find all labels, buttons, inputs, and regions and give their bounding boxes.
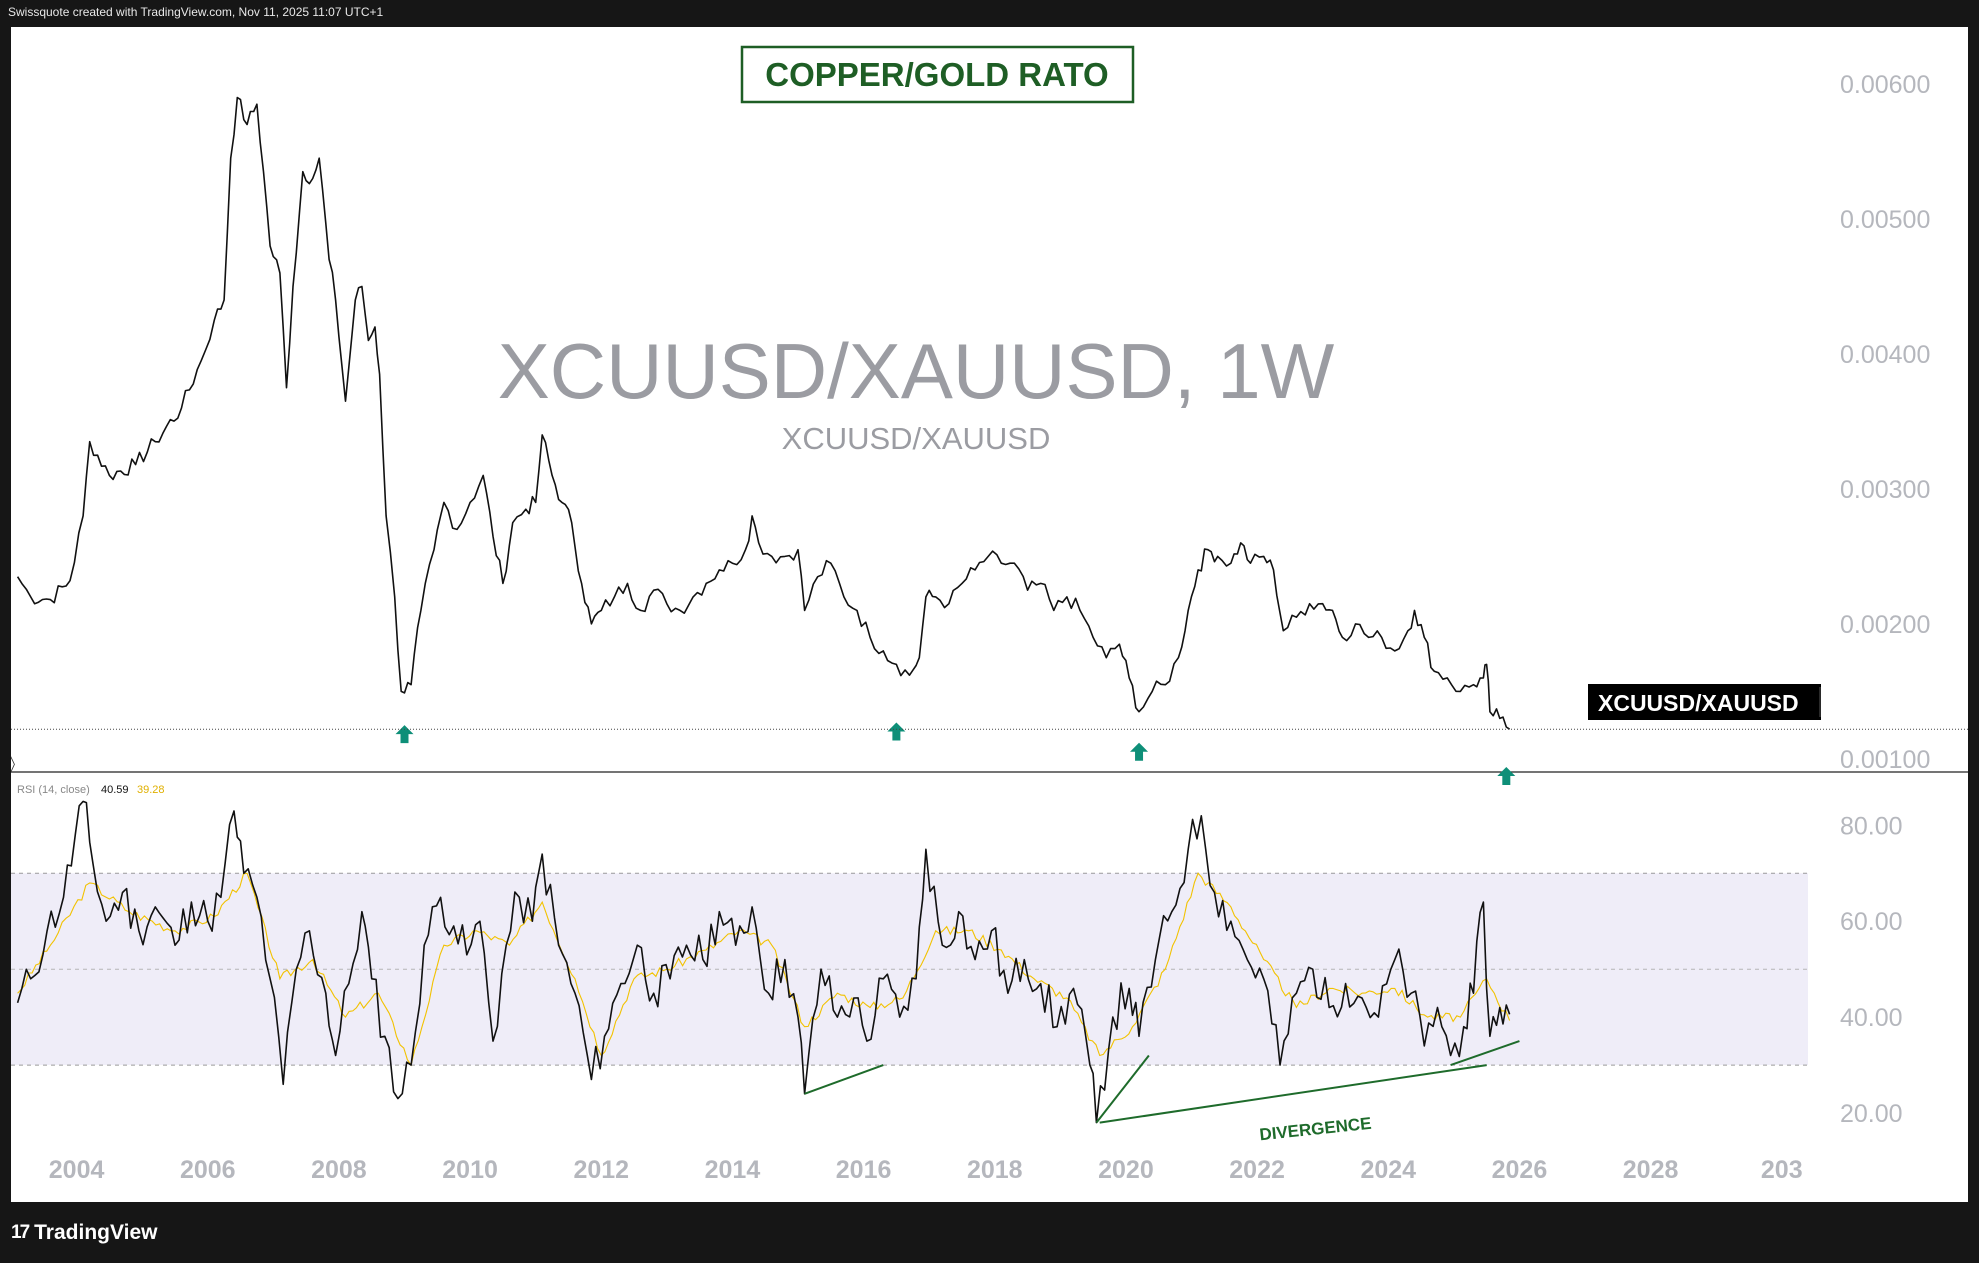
divergence-trendline[interactable] <box>1450 1040 1520 1067</box>
up-arrow-icon <box>887 722 906 741</box>
time-axis-tick-label: 2024 <box>1360 1156 1416 1184</box>
rsi-legend-ma: 39.28 <box>137 784 165 796</box>
rsi-legend-name: RSI (14, close) <box>17 784 90 796</box>
chart-frame[interactable]: COPPER/GOLD RATO XCUUSD/XAUUSD, 1W XCUUS… <box>11 27 1968 1202</box>
tradingview-logo-icon: 17 <box>11 1222 30 1243</box>
up-arrow-icon <box>1497 767 1516 785</box>
time-axis-tick-label: 2016 <box>836 1156 892 1184</box>
price-label-symbol: XCUUSD/XAUUSD <box>1598 690 1799 716</box>
price-axis-tick-label: 0.00200 <box>1840 611 1930 639</box>
price-label-box <box>1588 684 1821 720</box>
time-axis-tick-label: 2026 <box>1492 1156 1548 1184</box>
tradingview-logo[interactable]: 17 TradingView <box>11 1218 157 1248</box>
watermark-symbol: XCUUSD/XAUUSD, 1W <box>498 327 1335 415</box>
price-axis-tick-label: 0.00300 <box>1840 476 1930 504</box>
pane-drag-handle-icon[interactable]: ◊ <box>11 754 15 773</box>
time-axis-tick-label: 2006 <box>180 1156 236 1184</box>
chart-canvas[interactable]: COPPER/GOLD RATO XCUUSD/XAUUSD, 1W XCUUS… <box>11 27 1968 1202</box>
divergence-label: DIVERGENCE <box>1259 1114 1373 1145</box>
price-label-value: 0.00122 <box>1839 690 1922 716</box>
title-box-text: COPPER/GOLD RATO <box>765 56 1108 93</box>
time-axis-tick-label: 2008 <box>311 1156 367 1184</box>
up-arrow-icon <box>395 725 414 744</box>
time-axis-tick-label: 2004 <box>49 1156 105 1184</box>
rsi-series-line[interactable] <box>16 800 1511 1124</box>
chart-caption: Swissquote created with TradingView.com,… <box>8 5 384 19</box>
time-axis-tick-label: 2014 <box>705 1156 761 1184</box>
time-axis-tick-label: 2018 <box>967 1156 1023 1184</box>
watermark-subtitle: XCUUSD/XAUUSD <box>782 421 1051 456</box>
rsi-axis-tick-label: 20.00 <box>1840 1100 1903 1128</box>
title-box <box>740 45 1135 104</box>
price-axis-tick-label: 0.00400 <box>1840 341 1930 369</box>
divergence-trendline[interactable] <box>1099 1064 1487 1124</box>
tradingview-brand-text: TradingView <box>34 1221 158 1244</box>
up-arrow-icon <box>1130 742 1149 761</box>
time-axis-tick-label: 2022 <box>1229 1156 1285 1184</box>
time-axis-tick-label: 203 <box>1761 1156 1803 1184</box>
divergence-trendline[interactable] <box>1095 1054 1150 1124</box>
time-axis-tick-label: 2028 <box>1623 1156 1679 1184</box>
rsi-legend-value: 40.59 <box>101 784 129 796</box>
price-series-line[interactable] <box>16 96 1511 730</box>
rsi-axis-tick-label: 40.00 <box>1840 1004 1903 1032</box>
rsi-ma-line[interactable] <box>17 872 1511 1067</box>
divergence-trendline[interactable] <box>804 1064 884 1095</box>
price-axis-tick-label: 0.00100 <box>1840 746 1930 774</box>
price-axis-tick-label: 0.00500 <box>1840 206 1930 234</box>
time-axis-tick-label: 2012 <box>573 1156 629 1184</box>
time-axis-tick-label: 2010 <box>442 1156 498 1184</box>
rsi-axis-tick-label: 80.00 <box>1840 812 1903 840</box>
rsi-axis-tick-label: 60.00 <box>1840 908 1903 936</box>
price-axis-tick-label: 0.00600 <box>1840 71 1930 99</box>
time-axis-tick-label: 2020 <box>1098 1156 1154 1184</box>
